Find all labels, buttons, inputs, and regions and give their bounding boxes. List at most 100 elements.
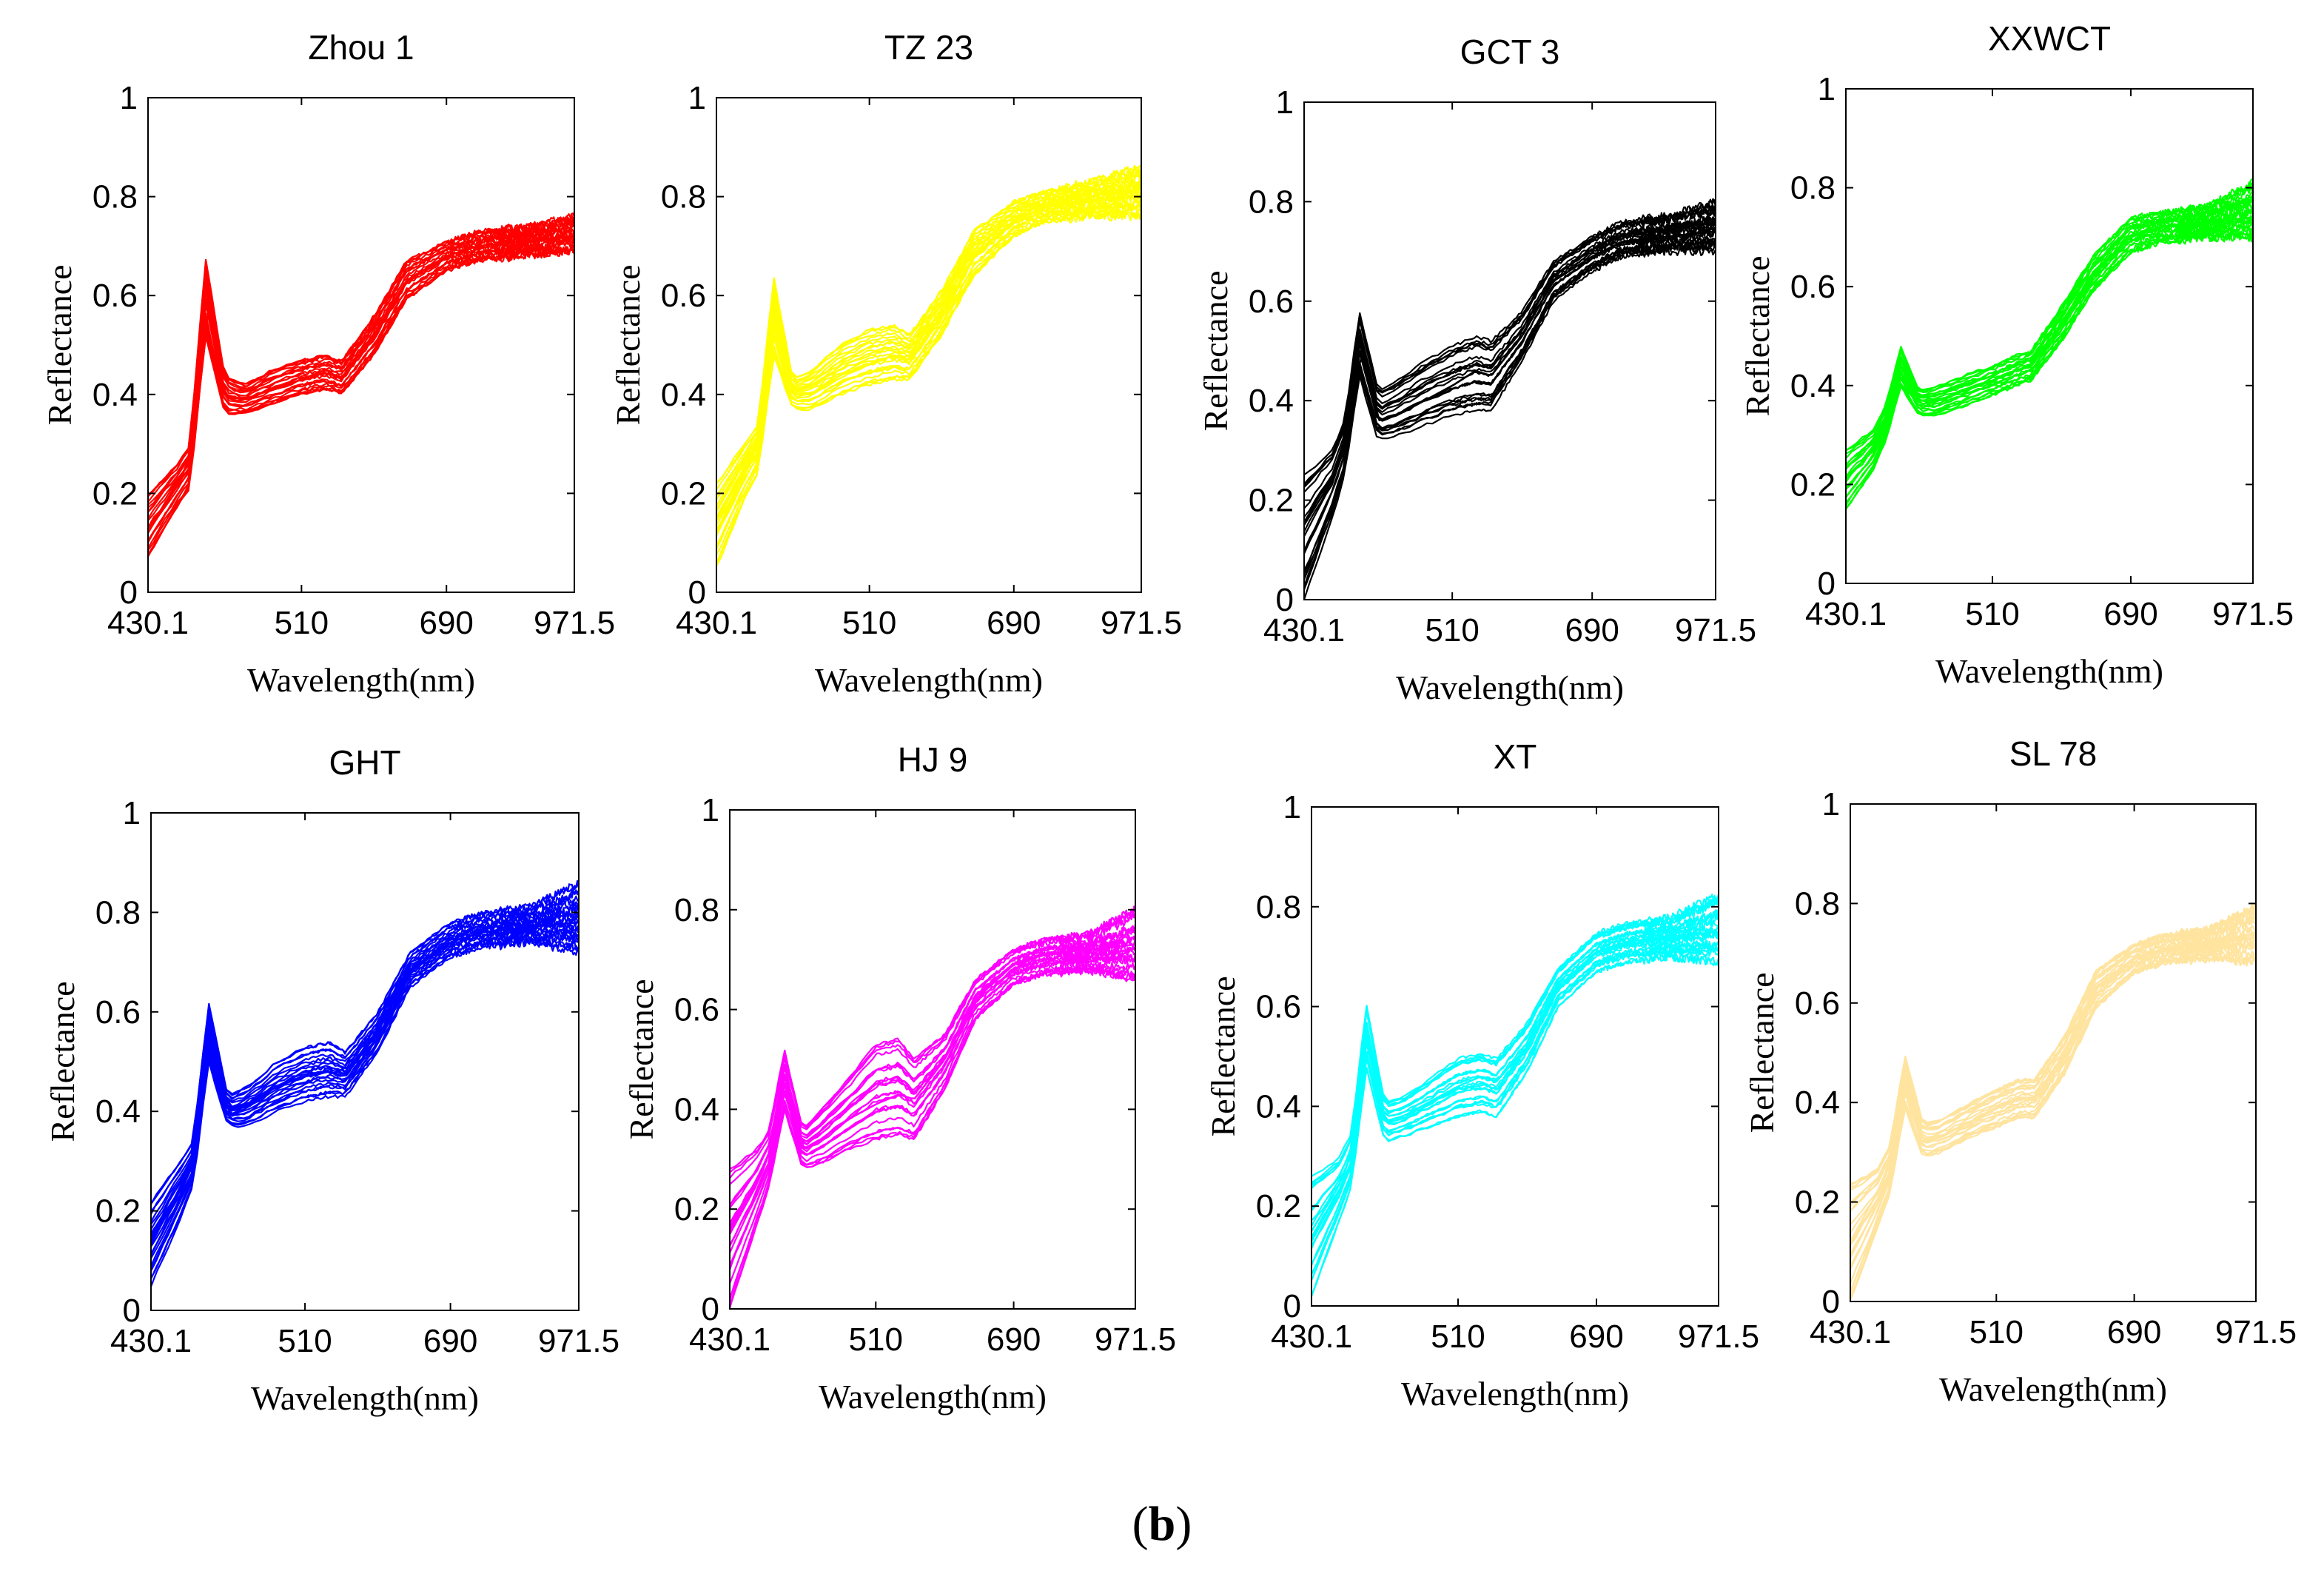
spectrum-line (1849, 951, 2257, 1294)
y-tick-label: 0.2 (674, 1191, 719, 1227)
spectrum-line (1311, 945, 1719, 1275)
x-tick-label: 690 (419, 605, 473, 641)
y-tick-label: 0 (1822, 1284, 1840, 1320)
chart-panel-7: XT 0 0.2 0.4 0.6 0.8 1 430.1 510 690 971.5 Waveleng… (1204, 737, 1759, 1413)
series-mean-line (1849, 937, 2257, 1243)
spectrum-line (716, 170, 1142, 497)
spectral-curves (1303, 198, 1717, 600)
x-tick-label: 430.1 (689, 1321, 770, 1358)
spectrum-line (1845, 191, 2254, 466)
spectral-curves (150, 880, 580, 1287)
y-tick-label: 0.8 (1256, 889, 1301, 925)
spectrum-line (1849, 954, 2257, 1301)
spectrum-line (1311, 945, 1720, 1276)
x-tick-label: 690 (1569, 1319, 1623, 1355)
chart-panel-2: TZ 23 0 0.2 0.4 0.6 0.8 1 430.1 510 690 971.5 Wavel… (609, 28, 1182, 699)
spectrum-line (147, 239, 575, 543)
series-mean-line (1303, 230, 1716, 526)
plot-frame (729, 809, 1136, 1310)
spectrum-line (1850, 902, 2257, 1186)
plot-frame (716, 97, 1142, 593)
plot-frame (147, 97, 575, 593)
y-tick-label: 0.2 (1256, 1188, 1301, 1224)
spectrum-line (1310, 952, 1719, 1296)
series-mean-line (150, 921, 580, 1236)
x-axis-label: Wavelength(nm) (819, 1378, 1047, 1416)
spectrum-line (1303, 236, 1716, 571)
plot-frame (1303, 101, 1716, 600)
spectrum-line (715, 199, 1142, 549)
spectrum-line (1850, 913, 2257, 1207)
spectrum-line (147, 227, 576, 521)
spectrum-line (147, 234, 576, 534)
spectrum-line (716, 164, 1142, 484)
spectral-curves (1845, 178, 2254, 510)
y-tick-label: 1 (123, 795, 141, 831)
y-tick-label: 0.2 (1249, 483, 1294, 519)
x-tick-label: 971.5 (2212, 596, 2294, 632)
spectrum-line (1845, 215, 2254, 490)
series-mean-line (1310, 931, 1719, 1232)
spectrum-line (715, 209, 1143, 564)
spectrum-line (1849, 949, 2257, 1284)
spectrum-line (729, 925, 1137, 1206)
x-tick-label: 510 (842, 605, 896, 641)
spectrum-line (1303, 212, 1716, 509)
y-tick-label: 0.8 (93, 179, 138, 215)
y-tick-label: 0.4 (674, 1091, 719, 1128)
y-tick-label: 0.6 (95, 994, 141, 1031)
spectrum-line (1845, 178, 2254, 452)
y-tick-label: 0.4 (93, 377, 138, 413)
y-tick-label: 0.6 (674, 992, 719, 1028)
x-axis-label: Wavelength(nm) (247, 661, 475, 699)
y-axis-label: Reflectance (622, 979, 660, 1139)
y-tick-label: 0 (123, 1293, 141, 1329)
chart-title: GCT 3 (1460, 33, 1560, 71)
x-tick-label: 690 (2103, 596, 2157, 632)
y-tick-label: 0.2 (661, 475, 706, 512)
spectrum-line (150, 895, 580, 1222)
x-tick-label: 430.1 (1810, 1314, 1891, 1350)
x-tick-label: 510 (1431, 1319, 1485, 1355)
spectrum-line (150, 926, 580, 1259)
chart-title: TZ 23 (884, 28, 973, 67)
spectrum-line (150, 931, 580, 1272)
x-tick-label: 971.5 (534, 605, 615, 641)
spectrum-line (715, 210, 1142, 564)
y-tick-label: 0.4 (1256, 1088, 1301, 1125)
spectrum-line (1310, 946, 1719, 1281)
spectrum-line (150, 912, 580, 1243)
chart-title: XXWCT (1988, 19, 2111, 58)
spectrum-line (716, 199, 1142, 547)
spectral-curves (715, 164, 1143, 567)
plot-frame (1845, 88, 2254, 584)
spectrum-line (1311, 894, 1719, 1177)
spectrum-line (147, 230, 575, 529)
chart-title: GHT (329, 743, 400, 782)
x-tick-label: 430.1 (1263, 612, 1345, 649)
y-tick-label: 0.8 (1249, 184, 1294, 220)
spectrum-line (729, 907, 1137, 1173)
y-tick-label: 1 (1818, 71, 1836, 107)
spectrum-line (1845, 215, 2254, 488)
y-tick-label: 0.8 (95, 894, 141, 931)
spectrum-line (147, 234, 575, 530)
x-tick-label: 690 (987, 605, 1041, 641)
spectrum-line (150, 923, 580, 1256)
spectrum-line (1310, 939, 1719, 1266)
spectrum-line (150, 936, 580, 1279)
series-mean-line (715, 195, 1142, 534)
spectrum-line (1303, 242, 1716, 590)
chart-panel-3: GCT 3 0 0.2 0.4 0.6 0.8 1 430.1 510 690 971.5 Wavel… (1197, 33, 1756, 706)
spectrum-line (147, 212, 576, 496)
spectrum-line (1303, 200, 1717, 485)
x-tick-label: 971.5 (1095, 1321, 1176, 1358)
spectrum-line (147, 244, 575, 555)
spectrum-line (1310, 952, 1720, 1297)
spectrum-line (150, 935, 580, 1279)
plot-frame (1850, 803, 2257, 1302)
x-tick-label: 971.5 (1675, 612, 1756, 649)
y-tick-label: 0.2 (93, 475, 138, 512)
chart-panel-4: XXWCT 0 0.2 0.4 0.6 0.8 1 430.1 510 690 971.5 Wavel… (1739, 19, 2294, 690)
y-tick-label: 0.8 (1795, 885, 1840, 922)
